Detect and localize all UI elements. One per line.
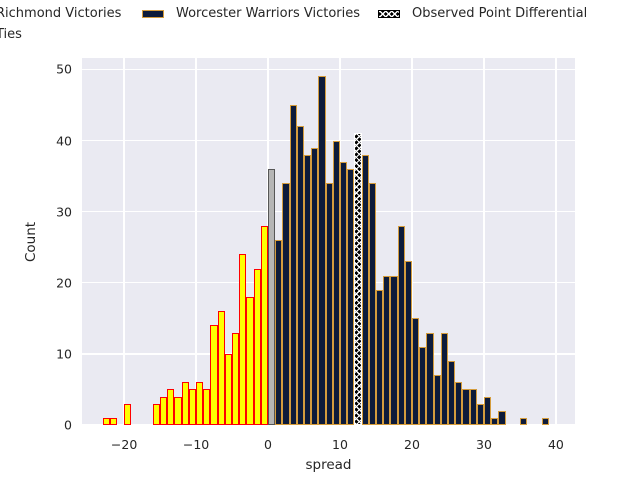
richmond-bar <box>210 325 218 425</box>
y-tick-label: 50 <box>56 61 72 77</box>
richmond-bar <box>224 353 233 425</box>
x-tick-label: 0 <box>264 437 273 452</box>
x-tick-label: −10 <box>182 437 210 452</box>
y-tick-label: 40 <box>56 133 72 148</box>
legend-item-observed: Observed Point Differential <box>378 7 587 21</box>
worcester-bar <box>340 161 348 425</box>
worcester-bar <box>411 318 420 425</box>
worcester-bar <box>469 389 477 425</box>
worcester-bar <box>296 126 305 425</box>
richmond-bar <box>217 311 225 425</box>
worcester-bar <box>476 403 484 425</box>
richmond-bar <box>167 389 175 425</box>
v-gridline <box>555 58 557 425</box>
h-gridline <box>82 68 575 71</box>
worcester-bar <box>498 410 506 425</box>
observed-swatch-icon <box>378 10 400 18</box>
worcester-bar <box>447 360 456 425</box>
x-tick-label: −20 <box>110 437 138 452</box>
richmond-bar <box>196 382 204 425</box>
worcester-bar <box>419 346 427 425</box>
richmond-bar <box>160 396 168 425</box>
worcester-bar <box>318 76 326 425</box>
richmond-bar <box>188 389 197 425</box>
v-gridline <box>411 58 413 425</box>
worcester-bar <box>332 140 340 425</box>
worcester-bar <box>397 225 405 425</box>
worcester-bar <box>519 417 528 425</box>
worcester-bar <box>368 183 376 425</box>
legend-label: Worcester Warriors Victories <box>176 6 361 21</box>
v-gridline <box>123 58 125 425</box>
legend-item-richmond: Richmond Victories <box>0 7 121 21</box>
richmond-bar <box>124 403 132 425</box>
y-tick-label: 0 <box>64 417 72 433</box>
x-tick-label: 20 <box>404 437 420 452</box>
worcester-bar <box>440 332 448 425</box>
worcester-bar <box>311 147 319 425</box>
worcester-bar <box>455 382 463 425</box>
h-gridline <box>82 139 575 142</box>
worcester-bar <box>325 183 333 425</box>
richmond-bar <box>181 382 189 425</box>
richmond-bar <box>246 296 254 425</box>
ties-bar <box>268 168 276 425</box>
observed-bar <box>354 133 362 425</box>
richmond-bar <box>174 396 182 425</box>
worcester-bar <box>383 275 391 425</box>
worcester-bar <box>275 240 283 425</box>
worcester-bar <box>426 332 434 425</box>
h-gridline <box>82 424 575 426</box>
worcester-bar <box>347 168 355 425</box>
y-tick-label: 30 <box>56 204 72 220</box>
worcester-bar <box>462 389 470 425</box>
worcester-bar <box>541 417 549 425</box>
richmond-bar <box>109 417 117 425</box>
plot-area <box>82 58 575 426</box>
richmond-bar <box>152 403 161 425</box>
worcester-bar <box>433 375 441 425</box>
richmond-bar <box>102 417 110 425</box>
worcester-bar <box>390 275 398 425</box>
worcester-bar <box>289 104 297 425</box>
worcester-bar <box>361 154 369 425</box>
v-gridline <box>195 58 197 425</box>
legend-label: Ties <box>0 27 22 42</box>
richmond-bar <box>253 268 261 425</box>
x-tick-label: 30 <box>476 437 492 452</box>
worcester-bar <box>282 183 290 425</box>
legend-label: Richmond Victories <box>0 6 122 21</box>
y-axis-label: Count <box>23 221 39 262</box>
worcester-bar <box>376 289 384 425</box>
v-gridline <box>483 58 485 425</box>
worcester-bar <box>304 154 312 425</box>
worcester-bar <box>483 396 492 425</box>
x-axis-label: spread <box>305 457 352 473</box>
legend-item-ties: Ties <box>0 28 22 42</box>
worcester-bar <box>491 417 499 425</box>
richmond-bar <box>239 254 247 425</box>
worcester-swatch-icon <box>142 10 164 18</box>
y-tick-label: 20 <box>56 275 72 291</box>
richmond-bar <box>260 225 269 425</box>
richmond-bar <box>232 332 240 425</box>
legend-item-worcester: Worcester Warriors Victories <box>142 7 360 21</box>
legend-label: Observed Point Differential <box>412 6 588 21</box>
x-tick-label: 40 <box>547 437 564 452</box>
worcester-bar <box>404 261 412 425</box>
y-tick-label: 10 <box>56 346 72 362</box>
x-tick-label: 10 <box>332 437 348 452</box>
richmond-bar <box>203 389 211 425</box>
